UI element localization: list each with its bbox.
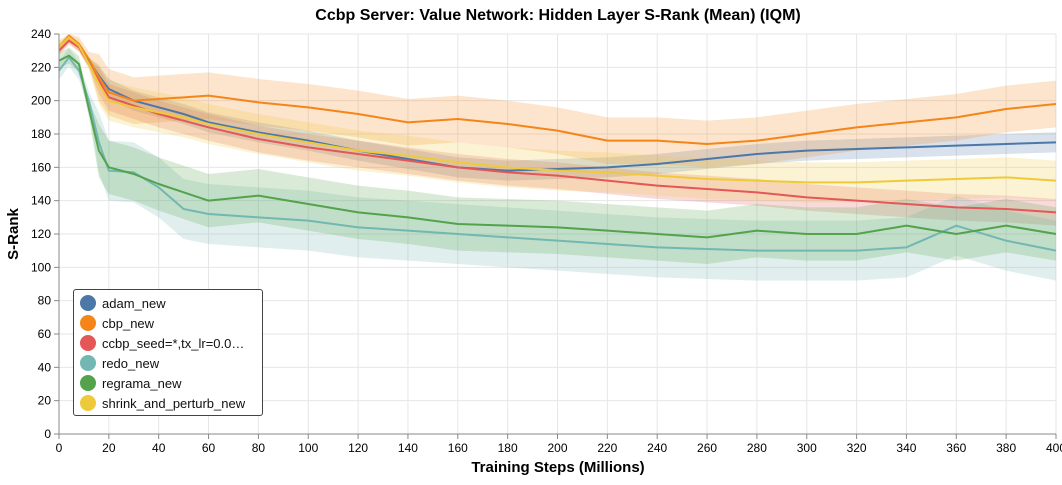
x-tick-label: 20 [102, 441, 116, 455]
y-tick-label: 200 [31, 94, 51, 108]
band-regrama-new [59, 47, 1056, 264]
x-tick-label: 200 [547, 441, 567, 455]
series-lines [58, 34, 1057, 252]
legend-swatch [80, 395, 96, 411]
legend-item[interactable]: ccbp_seed=*,tx_lr=0.0… [80, 333, 256, 353]
legend-label: ccbp_seed=*,tx_lr=0.0… [102, 335, 245, 351]
y-tick-label: 160 [31, 160, 51, 174]
x-tick-label: 360 [946, 441, 966, 455]
y-tick-label: 120 [31, 227, 51, 241]
y-tick-label: 100 [31, 260, 51, 274]
x-tick-label: 60 [202, 441, 216, 455]
legend-label: redo_new [102, 355, 160, 371]
x-tick-label: 140 [398, 441, 418, 455]
y-tick-label: 220 [31, 60, 51, 74]
line-shrink-and-perturb-new [58, 36, 1057, 184]
y-axis-label: S-Rank [5, 208, 22, 260]
line-redo-new [58, 56, 1057, 252]
legend: adam_new cbp_new ccbp_seed=*,tx_lr=0.0…red… [73, 289, 263, 416]
x-tick-label: 80 [252, 441, 266, 455]
legend-item[interactable]: adam_new [80, 293, 256, 313]
x-tick-label: 100 [298, 441, 318, 455]
y-tick-label: 80 [38, 294, 52, 308]
band-redo-new [59, 48, 1056, 281]
line-adam-new [58, 36, 1057, 172]
legend-swatch [80, 335, 96, 351]
legend-swatch [80, 295, 96, 311]
legend-item[interactable]: regrama_new [80, 373, 256, 393]
axes: 0 20 40 60 80 100 120 140 160 180 200 220 240 0 20 40 60… [31, 27, 1062, 455]
legend-label: cbp_new [102, 315, 155, 331]
x-tick-label: 400 [1046, 441, 1062, 455]
x-tick-label: 220 [597, 441, 617, 455]
y-tick-label: 180 [31, 127, 51, 141]
legend-swatch [80, 355, 96, 371]
x-tick-label: 280 [747, 441, 767, 455]
legend-item[interactable]: redo_new [80, 353, 256, 373]
legend-label: shrink_and_perturb_new [102, 395, 246, 411]
y-tick-label: 60 [38, 327, 52, 341]
y-tick-label: 140 [31, 194, 51, 208]
legend-swatch [80, 315, 96, 331]
legend-swatch [80, 375, 96, 391]
line-cbp-new [58, 34, 1057, 145]
x-tick-label: 340 [896, 441, 916, 455]
x-tick-label: 320 [847, 441, 867, 455]
y-tick-label: 40 [38, 360, 52, 374]
x-tick-label: 180 [498, 441, 518, 455]
line-ccbp-seed-tx-lr-0-0- [58, 39, 1057, 214]
x-tick-label: 160 [448, 441, 468, 455]
y-tick-label: 240 [31, 27, 51, 41]
x-tick-label: 300 [797, 441, 817, 455]
legend-label: regrama_new [102, 375, 182, 391]
legend-item[interactable]: cbp_new [80, 313, 256, 333]
x-tick-label: 40 [152, 441, 166, 455]
band-adam-new [59, 34, 1056, 181]
x-tick-label: 240 [647, 441, 667, 455]
x-tick-label: 0 [56, 441, 63, 455]
x-axis-label: Training Steps (Millions) [471, 459, 644, 476]
legend-label: adam_new [102, 295, 166, 311]
y-tick-label: 20 [38, 394, 52, 408]
y-tick-label: 0 [44, 427, 51, 441]
band-shrink-and-perturb-new [59, 34, 1056, 203]
line-regrama-new [58, 54, 1057, 239]
x-tick-label: 120 [348, 441, 368, 455]
legend-item[interactable]: shrink_and_perturb_new [80, 393, 256, 413]
x-tick-label: 260 [697, 441, 717, 455]
x-tick-label: 380 [996, 441, 1016, 455]
chart-title: Ccbp Server: Value Network: Hidden Layer… [315, 7, 800, 24]
